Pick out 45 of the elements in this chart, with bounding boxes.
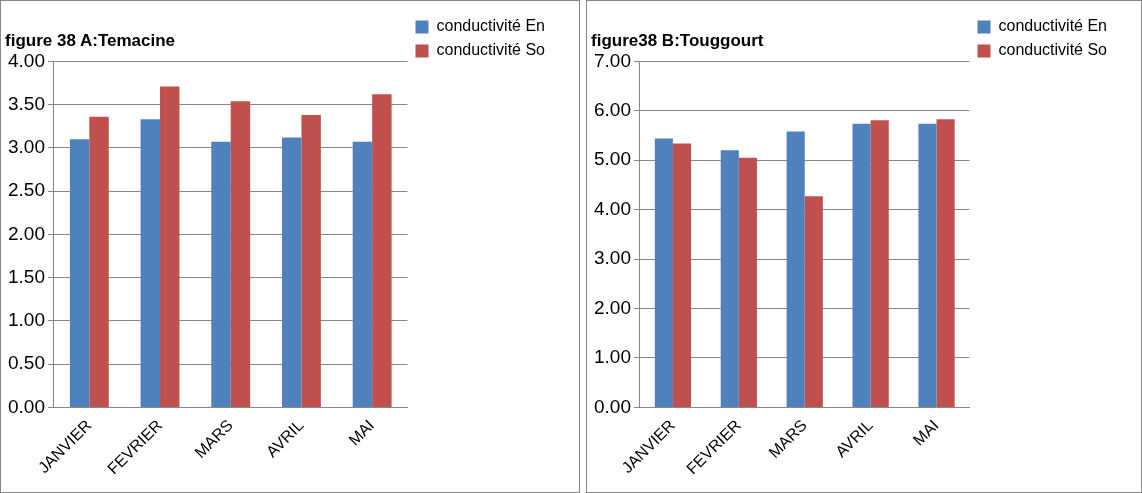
bar — [89, 116, 109, 407]
bar — [352, 141, 373, 407]
y-tick-label: 5.00 — [594, 148, 631, 170]
y-tick-label: 1.00 — [594, 346, 631, 368]
y-tick-label: 7.00 — [594, 49, 631, 71]
y-tick-label: 3.00 — [8, 136, 45, 158]
bar — [301, 115, 321, 407]
y-tick-label: 0.00 — [8, 395, 45, 417]
bar — [852, 123, 871, 407]
bar — [160, 86, 180, 407]
chart-title: figure 38 A:Temacine — [5, 30, 176, 50]
x-tick-label: MAI — [345, 416, 378, 449]
bar — [804, 196, 823, 407]
y-tick-label: 4.00 — [594, 197, 631, 219]
legend-label: conductivité En — [436, 17, 546, 35]
y-tick-label: 3.00 — [594, 247, 631, 269]
bar — [372, 94, 392, 407]
bar — [720, 150, 739, 407]
y-tick-label: 0.50 — [8, 352, 45, 374]
bar — [230, 101, 251, 407]
bar — [786, 131, 805, 407]
y-tick-label: 2.50 — [8, 179, 45, 201]
bar — [870, 120, 889, 407]
bar — [211, 141, 231, 407]
y-tick-label: 1.00 — [8, 309, 45, 331]
y-tick-label: 0.00 — [594, 395, 631, 417]
bar — [738, 157, 757, 407]
y-tick-label: 2.00 — [8, 222, 45, 244]
y-tick-label: 6.00 — [594, 99, 631, 121]
bar — [672, 143, 692, 407]
bar — [654, 138, 673, 407]
bar — [282, 137, 302, 407]
legend-label: conductivité En — [998, 17, 1108, 35]
y-tick-label: 2.00 — [594, 296, 631, 318]
bar — [936, 119, 955, 407]
legend-label: conductivité So — [436, 41, 546, 59]
y-tick-label: 3.50 — [8, 92, 45, 114]
bar — [69, 139, 90, 407]
legend-label: conductivité So — [998, 41, 1108, 59]
x-tick-label: MAI — [909, 416, 942, 449]
bar — [918, 123, 937, 407]
chart-title: figure38 B:Touggourt — [591, 30, 764, 50]
bar — [140, 119, 161, 407]
y-tick-label: 1.50 — [8, 265, 45, 287]
y-tick-label: 4.00 — [8, 49, 45, 71]
